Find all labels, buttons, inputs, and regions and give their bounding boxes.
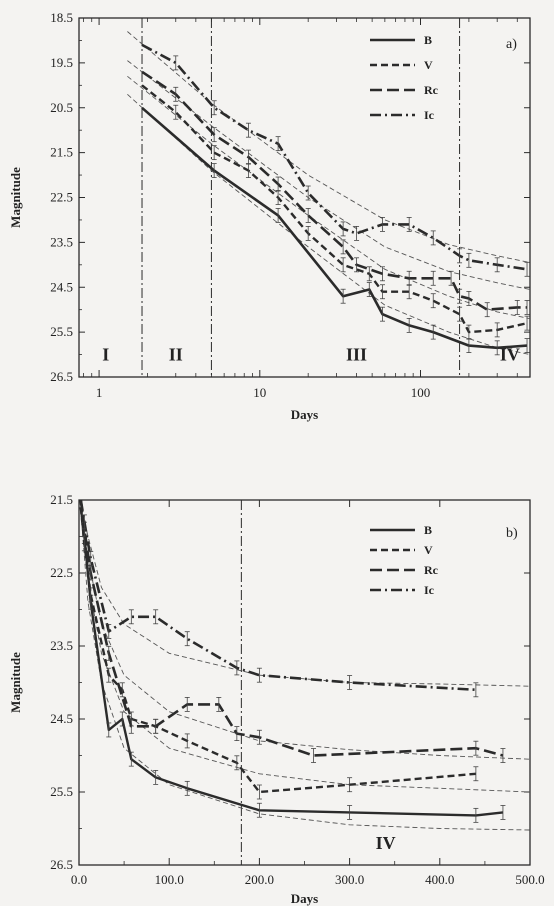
y-tick-label: 21.5 — [50, 145, 73, 160]
fit-curve — [79, 499, 531, 760]
legend-label-ic: Ic — [424, 583, 435, 597]
panel-tag: a) — [506, 37, 517, 52]
x-tick-label: 100.0 — [155, 872, 184, 887]
y-tick-label: 25.5 — [50, 784, 73, 799]
y-tick-label: 26.5 — [50, 857, 73, 872]
legend-label-b: B — [424, 33, 432, 47]
legend-label-rc: Rc — [424, 563, 439, 577]
y-tick-label: 21.5 — [50, 492, 73, 507]
x-tick-label: 0.0 — [71, 872, 87, 887]
y-tick-label: 24.5 — [50, 279, 73, 294]
panel-tag: b) — [506, 526, 518, 541]
x-tick-label: 10 — [253, 385, 266, 400]
fit-curve — [127, 93, 531, 356]
x-tick-label: 200.0 — [245, 872, 274, 887]
series-line-v — [79, 507, 477, 794]
plot-frame — [78, 17, 531, 378]
x-tick-label: 100 — [411, 385, 431, 400]
y-tick-label: 25.5 — [50, 324, 73, 339]
series-line-b — [141, 106, 528, 350]
x-tick-label: 300.0 — [335, 872, 364, 887]
panel-b: 21.5 22.5 23.5 24.5 25.5 26.50.0 100.0 200.0 300… — [8, 492, 545, 906]
phase-label-i: I — [102, 345, 109, 365]
y-tick-label: 23.5 — [50, 234, 73, 249]
x-tick-label: 1 — [96, 385, 103, 400]
y-tick-label: 18.5 — [50, 10, 73, 25]
fit-curve — [79, 499, 531, 831]
y-tick-label: 20.5 — [50, 100, 73, 115]
y-axis-title: Magnitude — [8, 167, 23, 228]
fit-curve — [79, 499, 531, 687]
x-axis-title: Days — [291, 407, 318, 422]
phase-label-iv: IV — [376, 833, 396, 853]
series-line-rc — [141, 70, 527, 311]
panel-a: 18.5 19.5 20.5 21.5 22.5 23.5 24.5 25.5 26.5 1 10 1… — [8, 10, 531, 422]
phase-label-ii: II — [169, 345, 183, 365]
series-line-b — [79, 507, 504, 817]
legend-label-v: V — [424, 58, 433, 72]
series-line-ic — [79, 499, 476, 692]
legend-label-ic: Ic — [424, 108, 435, 122]
y-axis-title: Magnitude — [8, 652, 23, 713]
legend-label-v: V — [424, 543, 433, 557]
y-tick-label: 22.5 — [50, 190, 73, 205]
fit-curve — [79, 499, 531, 793]
phase-label-iv: IV — [500, 345, 520, 365]
legend-label-b: B — [424, 523, 432, 537]
fit-curve — [127, 75, 531, 320]
series-line-ic — [141, 43, 528, 271]
fit-curve — [127, 60, 531, 290]
x-tick-label: 500.0 — [515, 872, 544, 887]
phase-label-iii: III — [346, 345, 367, 365]
legend-label-rc: Rc — [424, 83, 439, 97]
y-tick-label: 22.5 — [50, 565, 73, 580]
y-tick-label: 24.5 — [50, 711, 73, 726]
x-tick-label: 400.0 — [425, 872, 454, 887]
y-tick-label: 19.5 — [50, 55, 73, 70]
y-tick-label: 23.5 — [50, 638, 73, 653]
y-tick-label: 26.5 — [50, 369, 73, 384]
x-axis-title: Days — [291, 891, 318, 906]
series-line-rc — [79, 499, 504, 757]
